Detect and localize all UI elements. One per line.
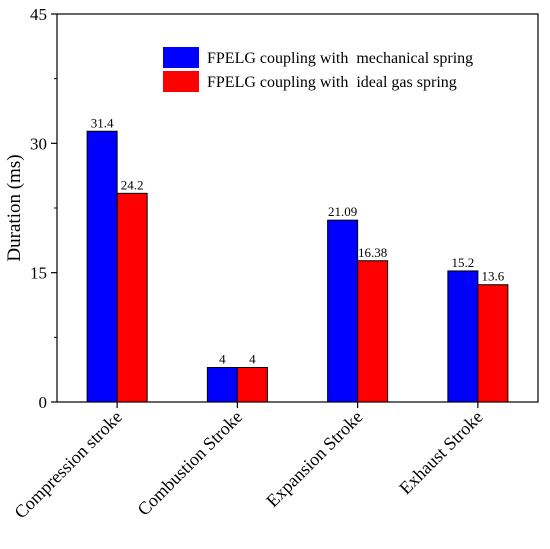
- bar: [116, 192, 148, 403]
- data-label: 24.2: [121, 177, 144, 192]
- legend: FPELG coupling with mechanical spring FPE…: [163, 47, 473, 92]
- x-tick-label: Expansion Stroke: [262, 407, 366, 511]
- bar: [327, 219, 359, 403]
- x-axis-ticks: Compression stroke Combustion Stroke Expan…: [10, 402, 487, 523]
- legend-label: FPELG coupling with mechanical spring: [207, 50, 473, 67]
- bar: [86, 130, 118, 403]
- y-tick-label: 45: [30, 5, 47, 24]
- data-label: 4: [249, 352, 256, 367]
- data-label: 16.38: [358, 245, 387, 260]
- data-label: 4: [219, 352, 226, 367]
- y-tick-label: 15: [30, 264, 47, 283]
- legend-swatch: [163, 47, 199, 68]
- y-tick-label: 0: [39, 393, 48, 412]
- x-tick-label: Combustion Stroke: [133, 407, 246, 520]
- legend-label: FPELG coupling with ideal gas spring: [207, 74, 457, 91]
- y-tick-label: 30: [30, 134, 47, 153]
- bar: [236, 367, 268, 403]
- y-axis-title: Duration (ms): [4, 154, 25, 261]
- bar: [357, 260, 389, 403]
- bar: [477, 284, 509, 403]
- y-axis-ticks: 0 15 30 45: [30, 5, 57, 412]
- legend-swatch: [163, 71, 199, 92]
- bars: [86, 130, 509, 403]
- data-label: 21.09: [328, 204, 357, 219]
- x-tick-label: Exhaust Stroke: [395, 407, 487, 499]
- data-label: 15.2: [452, 255, 475, 270]
- data-label: 13.6: [482, 269, 505, 284]
- x-tick-label: Compression stroke: [10, 407, 126, 523]
- bar: [206, 367, 238, 403]
- data-labels: 31.4 4 21.09 15.2 24.2 4 16.38 13.6: [91, 115, 505, 366]
- data-label: 31.4: [91, 115, 114, 130]
- bar: [447, 270, 479, 403]
